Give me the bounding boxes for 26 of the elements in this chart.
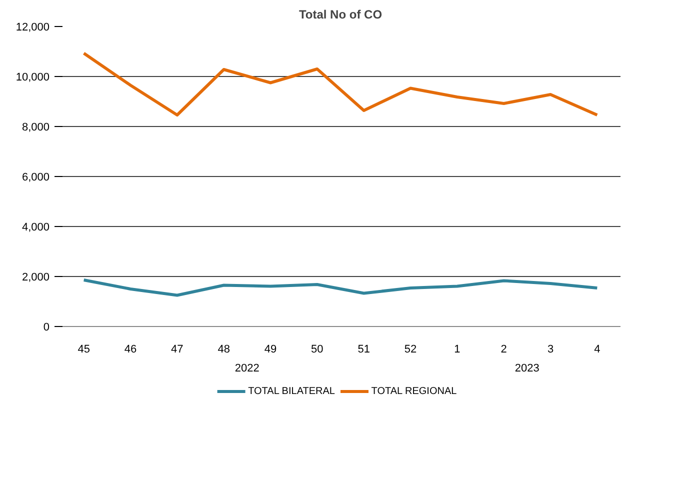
y-tick-label: 6,000 [22,172,50,184]
y-tick-label: 12,000 [16,22,50,34]
line-series [82,278,599,297]
x-tick-label: 52 [404,344,417,356]
y-tick-label: 2,000 [22,272,50,284]
x-tick-label: 45 [78,344,90,356]
legend-label: TOTAL REGIONAL [371,386,458,397]
x-tick-label: 50 [311,344,324,356]
y-tick-label: 10,000 [16,72,50,84]
x-tick-label: 4 [594,344,600,356]
chart-title: Total No of CO [298,8,382,22]
y-tick-label: 4,000 [22,222,50,234]
x-tick-label: 48 [218,344,230,356]
x-tick-label: 49 [264,344,277,356]
line-series [82,52,599,116]
x-tick-label: 51 [358,344,370,356]
y-tick-label: 8,000 [22,122,50,134]
x-tick-label: 1 [454,344,460,356]
y-tick-label: 0 [43,322,50,334]
x-tick-label: 2 [500,344,507,356]
legend-label: TOTAL BILATERAL [248,386,336,397]
x-tick-label: 47 [171,344,184,356]
x-tick-label: 3 [547,344,554,356]
text: 2023 [514,362,540,374]
text: 2022 [234,362,260,374]
x-tick-label: 46 [124,344,137,356]
